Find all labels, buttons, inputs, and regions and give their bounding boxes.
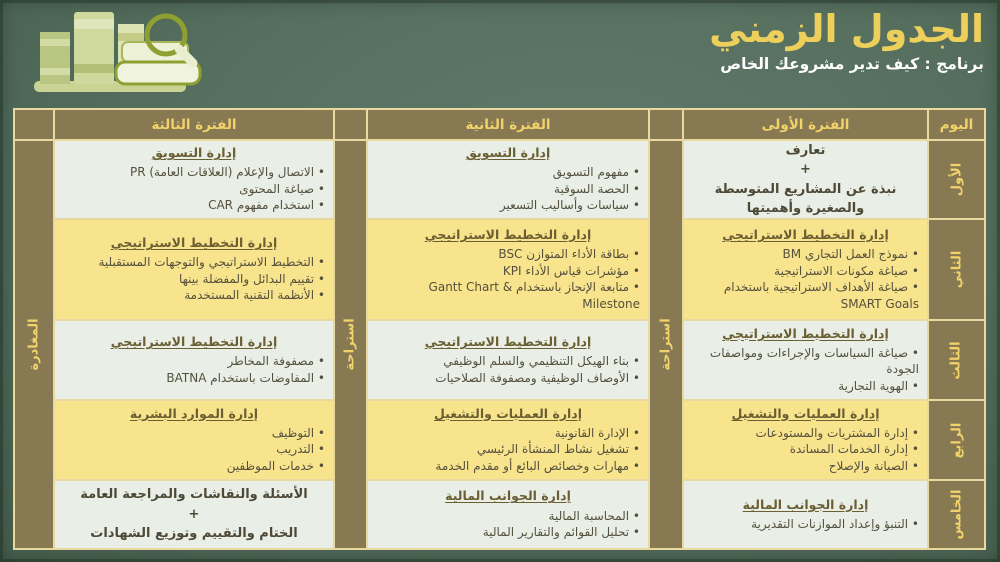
period3-header-label: الفترة الثالثة [151, 116, 237, 133]
cell-bullet: • إدارة الخدمات المساندة [789, 442, 919, 457]
cell-title: إدارة التسويق [151, 145, 237, 161]
cell-line: والصغيرة وأهميتها [746, 201, 865, 216]
cell-title: إدارة الموارد البشرية [129, 405, 259, 421]
departure-header-cell [15, 110, 53, 139]
cell-title: إدارة الجوانب المالية [742, 496, 869, 512]
cell-day2-period1: إدارة التخطيط الاستراتيجي • نموذج العمل ا… [684, 220, 927, 319]
cell-bullet: • بناء الهيكل التنظيمي والسلم الوظيفي [443, 354, 640, 369]
cell-day4-period2: إدارة العمليات والتشغيل • الإدارة القانون… [368, 401, 648, 479]
cell-bullet: • صياغة مكونات الاستراتيجية [774, 263, 919, 278]
cell-day3-period1: إدارة التخطيط الاستراتيجي • صياغة السياسا… [684, 321, 927, 399]
cell-day4-period3: إدارة الموارد البشرية • التوظيف • التدريب •… [55, 401, 333, 479]
period3-header: الفترة الثالثة [55, 110, 333, 139]
cell-bullet: • مهارات وخصائص البائع أو مقدم الخدمة [435, 458, 640, 473]
cell-title: إدارة التخطيط الاستراتيجي [110, 235, 278, 251]
cell-bullet: • الاتصال والإعلام (العلاقات العامة) PR [129, 165, 325, 180]
cell-bullet: • نموذج العمل التجاري BM [782, 247, 919, 262]
cell-day3-period2: إدارة التخطيط الاستراتيجي • بناء الهيكل ا… [368, 321, 648, 399]
cell-bullet: • التخطيط الاستراتيجي والتوجهات المستقبل… [98, 255, 325, 270]
cell-bullet: • مصفوفة المخاطر [227, 354, 325, 369]
cell-bullet: • الصيانة والإصلاح [828, 458, 919, 473]
cell-line: تعارف [785, 142, 826, 158]
books-magnifier-icon [34, 12, 202, 92]
day-label-1: الأول [929, 141, 984, 218]
day-column-header: اليوم [929, 110, 984, 139]
cell-bullet: • صياغة السياسات والإجراءات ومواصفات الج… [709, 345, 919, 377]
cell-bullet: • التدريب [276, 442, 325, 457]
cell-bullet: • إدارة المشتريات والمستودعات [755, 425, 920, 440]
cell-bullet: • بطاقة الأداء المتوازن BSC [498, 247, 640, 262]
cell-bullet: • المفاوضات باستخدام BATNA [166, 370, 325, 385]
cell-day2-period2: إدارة التخطيط الاستراتيجي • بطاقة الأداء … [368, 220, 648, 319]
cell-bullet: • تشغيل نشاط المنشأة الرئيسي [476, 442, 640, 457]
cell-bullet: • التنبؤ وإعداد الموازنات التقديرية [751, 516, 919, 531]
cell-day2-period3: إدارة التخطيط الاستراتيجي • التخطيط الاست… [55, 220, 333, 319]
cell-bullet: • الإدارة القانونية [554, 425, 640, 440]
cell-title: إدارة التخطيط الاستراتيجي [424, 226, 592, 242]
books-magnifier-logo [26, 2, 216, 102]
cell-bullet: • الحصة السوقية [554, 181, 640, 196]
cell-line: نبذة عن المشاريع المتوسطة [714, 181, 897, 197]
period2-header: الفترة الثانية [368, 110, 648, 139]
period2-header-label: الفترة الثانية [465, 116, 551, 133]
cell-bullet: • الأنظمة التقنية المستخدمة [184, 288, 325, 303]
break2-label: استراحة [343, 318, 358, 371]
day-header-label: اليوم [939, 116, 974, 133]
cell-title: إدارة التخطيط الاستراتيجي [110, 333, 278, 349]
cell-bullet: • مفهوم التسويق [552, 165, 640, 180]
schedule-table: اليوم الفترة الأولى الفترة الثانية الفتر… [13, 108, 986, 550]
cell-title: إدارة العمليات والتشغيل [731, 405, 880, 421]
cell-title: إدارة العمليات والتشغيل [433, 405, 583, 421]
period1-header: الفترة الأولى [684, 110, 927, 139]
cell-bullet: • الهوية التجارية [838, 378, 919, 393]
cell-bullet: • المحاسبة المالية [548, 508, 640, 523]
cell-day1-period2: إدارة التسويق • مفهوم التسويق • الحصة السو… [368, 141, 648, 218]
cell-title: إدارة التخطيط الاستراتيجي [722, 226, 889, 242]
cell-line: الختام والتقييم وتوزيع الشهادات [90, 526, 298, 542]
cell-title: إدارة الجوانب المالية [445, 488, 571, 504]
day-label-3: الثالث [929, 321, 984, 399]
cell-title: إدارة التخطيط الاستراتيجي [424, 333, 592, 349]
cell-bullet: • سياسات وأساليب التسعير [499, 198, 640, 213]
cell-day4-period1: إدارة العمليات والتشغيل • إدارة المشتريات… [684, 401, 927, 479]
break1-header-cell [650, 110, 682, 139]
page-subtitle: برنامج : كيف تدير مشروعك الخاص [720, 54, 984, 73]
cell-bullet: • التوظيف [271, 425, 325, 440]
cell-bullet: • مؤشرات قياس الأداء KPI [502, 263, 640, 278]
break1-column: استراحة [650, 141, 682, 548]
break2-column: استراحة [335, 141, 366, 548]
cell-bullet: • خدمات الموظفين [226, 458, 325, 473]
day-label-4: الرابع [929, 401, 984, 479]
cell-line: الأسئلة والنقاشات والمراجعة العامة [80, 487, 308, 503]
period1-header-label: الفترة الأولى [761, 116, 850, 133]
departure-label: المغادرة [26, 318, 42, 371]
cell-day3-period3: إدارة التخطيط الاستراتيجي • مصفوفة المخاط… [55, 321, 333, 399]
cell-bullet: • استخدام مفهوم CAR [208, 198, 325, 213]
cell-bullet: • متابعة الإنجاز باستخدام Gantt Chart & … [428, 280, 640, 311]
cell-bullet: • صياغة الأهداف الاستراتيجية باستخدام SM… [723, 280, 919, 311]
cell-line: + [800, 162, 811, 177]
page-title: الجدول الزمني [709, 7, 985, 51]
cell-bullet: • تقييم البدائل والمفضلة بينها [178, 271, 325, 286]
day-label-5: الخامس [929, 481, 984, 548]
cell-day1-period3: إدارة التسويق • الاتصال والإعلام (العلاقا… [55, 141, 333, 218]
day-label-2: الثاني [929, 220, 984, 319]
break2-header-cell [335, 110, 366, 139]
cell-day5-period1: إدارة الجوانب المالية • التنبؤ وإعداد الم… [684, 481, 927, 548]
title-block: الجدول الزمني برنامج : كيف تدير مشروعك ا… [709, 7, 985, 73]
cell-bullet: • الأوصاف الوظيفية ومصفوفة الصلاحيات [435, 370, 640, 385]
cell-bullet: • صياغة المحتوى [239, 181, 325, 196]
cell-title: إدارة التخطيط الاستراتيجي [722, 325, 889, 341]
cell-line: + [188, 506, 200, 522]
break1-label: استراحة [658, 318, 674, 371]
cell-bullet: • تحليل القوائم والتقارير المالية [482, 525, 640, 540]
cell-day5-period2: إدارة الجوانب المالية • المحاسبة المالية •… [368, 481, 648, 548]
cell-day5-period3: الأسئلة والنقاشات والمراجعة العامة + الختا… [55, 481, 333, 548]
cell-title: إدارة التسويق [465, 145, 551, 161]
cell-day1-period1: تعارف + نبذة عن المشاريع المتوسطة والصغيرة … [684, 141, 927, 218]
departure-column: المغادرة [15, 141, 53, 548]
